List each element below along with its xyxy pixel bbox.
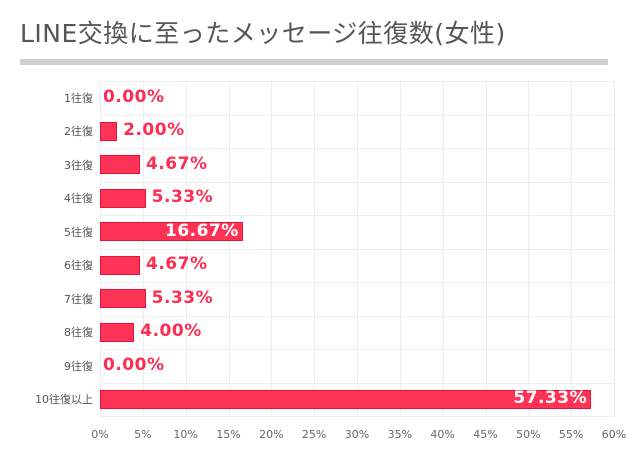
horizontal-gridline bbox=[100, 282, 614, 283]
category-label: 2往復 bbox=[64, 125, 93, 139]
bar bbox=[100, 255, 140, 275]
chart-title: LINE交換に至ったメッセージ往復数(女性) bbox=[20, 19, 506, 48]
value-label: 5.33% bbox=[151, 187, 214, 208]
bar bbox=[100, 155, 140, 175]
category-label: 9往復 bbox=[64, 359, 93, 373]
vertical-gridline bbox=[186, 81, 187, 416]
value-label: 0.00% bbox=[103, 354, 165, 375]
x-tick-label: 5% bbox=[134, 428, 152, 441]
value-label: 4.67% bbox=[146, 153, 208, 174]
horizontal-gridline bbox=[100, 148, 614, 149]
vertical-gridline bbox=[100, 81, 101, 416]
bar bbox=[100, 289, 146, 309]
x-tick-label: 45% bbox=[473, 428, 498, 441]
category-label: 4往復 bbox=[64, 192, 93, 206]
vertical-gridline bbox=[614, 81, 615, 416]
value-label: 5.33% bbox=[151, 287, 214, 308]
vertical-gridline bbox=[400, 81, 401, 416]
value-label: 4.67% bbox=[146, 254, 208, 275]
vertical-gridline bbox=[229, 81, 230, 416]
x-tick-label: 60% bbox=[601, 428, 627, 441]
value-label: 16.67% bbox=[164, 220, 239, 241]
value-label: 2.00% bbox=[123, 120, 185, 141]
vertical-gridline bbox=[528, 81, 529, 416]
bar bbox=[100, 389, 592, 409]
value-label: 57.33% bbox=[513, 388, 588, 409]
category-label: 5往復 bbox=[64, 225, 93, 239]
x-tick-label: 35% bbox=[387, 428, 413, 441]
bar bbox=[100, 121, 118, 141]
x-tick-label: 30% bbox=[344, 428, 370, 441]
horizontal-gridline bbox=[100, 416, 614, 417]
horizontal-gridline bbox=[100, 215, 614, 216]
bar bbox=[100, 222, 243, 242]
category-label: 10往復以上 bbox=[35, 393, 93, 407]
category-label: 3往復 bbox=[64, 158, 93, 172]
vertical-gridline bbox=[571, 81, 572, 416]
category-label: 7往復 bbox=[64, 292, 93, 306]
bar bbox=[100, 322, 135, 342]
vertical-gridline bbox=[271, 81, 272, 416]
x-tick-label: 40% bbox=[430, 428, 455, 441]
vertical-gridline bbox=[357, 81, 358, 416]
x-tick-label: 25% bbox=[301, 428, 327, 441]
vertical-gridline bbox=[143, 81, 144, 416]
x-tick-label: 10% bbox=[173, 428, 198, 441]
horizontal-gridline bbox=[100, 383, 614, 384]
vertical-gridline bbox=[443, 81, 444, 416]
horizontal-gridline bbox=[100, 349, 614, 350]
x-tick-label: 20% bbox=[259, 428, 284, 441]
vertical-gridline bbox=[486, 81, 487, 416]
horizontal-gridline bbox=[100, 249, 614, 250]
bar bbox=[100, 188, 146, 208]
horizontal-gridline bbox=[100, 81, 614, 82]
x-tick-label: 0% bbox=[91, 428, 109, 441]
x-tick-label: 50% bbox=[516, 428, 541, 441]
plot-area bbox=[100, 81, 615, 417]
title-underline bbox=[20, 59, 608, 65]
value-label: 0.00% bbox=[103, 86, 165, 107]
horizontal-gridline bbox=[100, 115, 614, 116]
category-label: 8往復 bbox=[64, 326, 93, 340]
value-label: 4.00% bbox=[140, 321, 202, 342]
horizontal-gridline bbox=[100, 316, 614, 317]
category-label: 6往復 bbox=[64, 259, 93, 273]
x-tick-label: 15% bbox=[216, 428, 241, 441]
vertical-gridline bbox=[314, 81, 315, 416]
horizontal-gridline bbox=[100, 182, 614, 183]
x-tick-label: 55% bbox=[558, 428, 584, 441]
category-label: 1往復 bbox=[64, 91, 93, 105]
